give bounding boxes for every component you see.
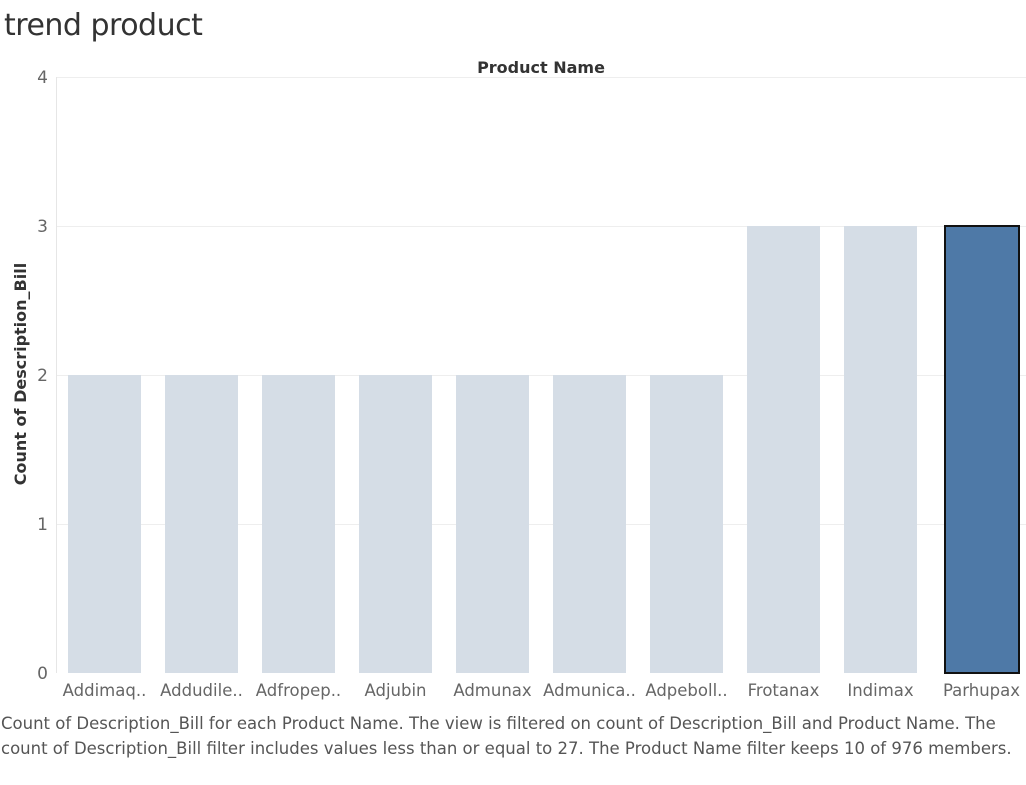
y-axis-ticks: 0 1 2 3 4 bbox=[37, 68, 48, 684]
bar-adjubin[interactable] bbox=[359, 375, 432, 673]
x-tick-label[interactable]: Admunax bbox=[453, 681, 532, 700]
y-tick-label: 3 bbox=[37, 217, 48, 237]
bar-addudile[interactable] bbox=[165, 375, 238, 673]
y-tick-label: 2 bbox=[37, 366, 48, 386]
bar-indimax[interactable] bbox=[844, 226, 917, 673]
bar-adpeboll[interactable] bbox=[650, 375, 723, 673]
y-axis-title[interactable]: Count of Description_Bill bbox=[11, 263, 30, 485]
x-axis-tick-labels: Addimaq.. Addudile.. Adfropep.. Adjubin Admu… bbox=[63, 681, 1021, 700]
x-tick-label[interactable]: Admunica.. bbox=[543, 681, 636, 700]
bar-adfropep[interactable] bbox=[262, 375, 335, 673]
x-axis-title[interactable]: Product Name bbox=[477, 58, 605, 77]
bars bbox=[68, 225, 1020, 674]
bar-parhupax[interactable] bbox=[944, 225, 1020, 674]
bar-admunica[interactable] bbox=[553, 375, 626, 673]
y-tick-label: 4 bbox=[37, 68, 48, 88]
bar-addimaq[interactable] bbox=[68, 375, 141, 673]
x-tick-label[interactable]: Addimaq.. bbox=[63, 681, 147, 700]
x-tick-label[interactable]: Indimax bbox=[847, 681, 914, 700]
bar-frotanax[interactable] bbox=[747, 226, 820, 673]
y-tick-label: 0 bbox=[37, 664, 48, 684]
sheet-title: trend product bbox=[4, 8, 203, 43]
y-tick-label: 1 bbox=[37, 515, 48, 535]
x-tick-label[interactable]: Addudile.. bbox=[160, 681, 243, 700]
chart-caption: Count of Description_Bill for each Produ… bbox=[1, 714, 1012, 758]
bar-admunax[interactable] bbox=[456, 375, 529, 673]
x-tick-label[interactable]: Parhupax bbox=[943, 681, 1020, 700]
bar-chart: 0 1 2 3 4 Product Name Count of Description_… bbox=[11, 58, 1026, 700]
x-tick-label[interactable]: Frotanax bbox=[748, 681, 820, 700]
x-tick-label[interactable]: Adfropep.. bbox=[256, 681, 341, 700]
x-tick-label[interactable]: Adpeboll.. bbox=[645, 681, 727, 700]
x-tick-label[interactable]: Adjubin bbox=[364, 681, 426, 700]
